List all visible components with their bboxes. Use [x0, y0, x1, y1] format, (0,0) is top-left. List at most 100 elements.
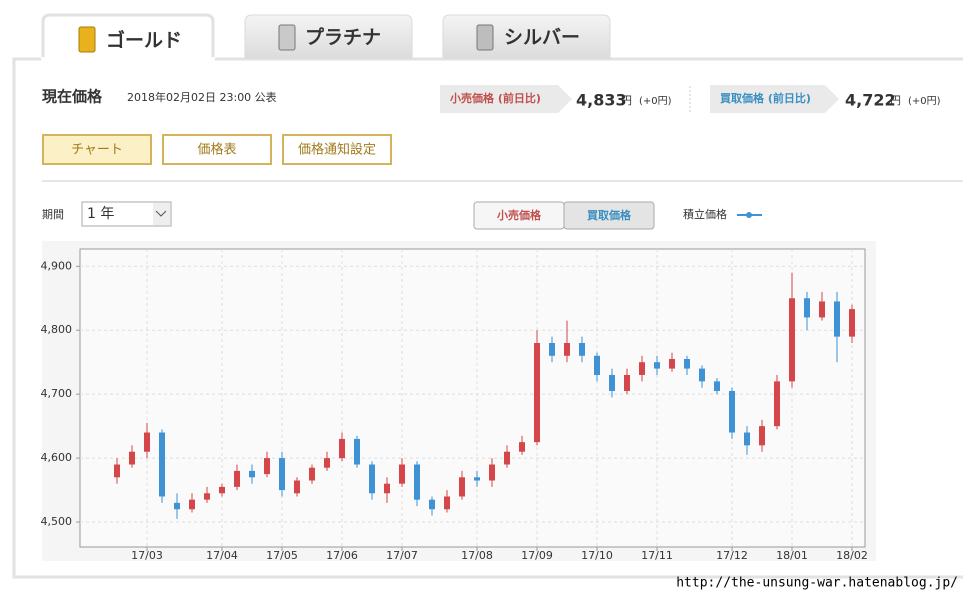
period-value: 1 年 — [87, 206, 114, 222]
x-tick-label: 17/04 — [206, 549, 238, 562]
x-tick-label: 17/07 — [386, 549, 418, 562]
candle-body — [189, 499, 195, 510]
candle-body — [639, 362, 645, 375]
candle-body — [174, 502, 180, 510]
candle-body — [414, 464, 420, 500]
change: (+0円) — [908, 96, 941, 107]
candle-body — [804, 298, 810, 318]
candle-body — [609, 374, 615, 391]
candle-body — [399, 464, 405, 484]
x-tick-label: 17/06 — [326, 549, 358, 562]
candle-body — [819, 301, 825, 318]
candle-body — [219, 486, 225, 494]
candle-body — [294, 480, 300, 494]
candle-body — [114, 464, 120, 478]
candle-body — [309, 467, 315, 481]
candle-body — [324, 458, 330, 468]
change: (+0円) — [639, 96, 672, 107]
candle-body — [129, 451, 135, 465]
candle-body — [759, 426, 765, 446]
tab-label: プラチナ — [305, 26, 381, 49]
button-label: 価格通知設定 — [298, 142, 376, 158]
x-tick-label: 18/02 — [836, 549, 868, 562]
x-tick-label: 17/12 — [716, 549, 748, 562]
silver-icon — [476, 24, 494, 51]
candle-body — [504, 451, 510, 465]
x-tick-label: 17/09 — [521, 549, 553, 562]
candle-body — [204, 493, 210, 500]
candle-body — [729, 390, 735, 433]
candle-body — [249, 470, 255, 478]
legend-label: 積立価格 — [683, 207, 727, 221]
published: 2018年02月02日 23:00 公表 — [127, 90, 277, 104]
candle-body — [669, 358, 675, 369]
candle-body — [279, 458, 285, 491]
y-tick-label: 4,700 — [41, 387, 73, 400]
candle-body — [354, 438, 360, 465]
button[interactable] — [162, 134, 272, 165]
candle-body — [654, 362, 660, 369]
badge-label: 小売価格 (前日比) — [449, 91, 541, 105]
gold-icon — [78, 26, 96, 53]
x-tick-label: 17/03 — [131, 549, 163, 562]
x-tick-label: 17/11 — [641, 549, 673, 562]
toggle-label: 小売価格 — [496, 208, 542, 222]
candle-body — [339, 438, 345, 459]
tab-label: シルバー — [504, 27, 580, 49]
y-tick-label: 4,500 — [41, 515, 73, 528]
candle-body — [369, 464, 375, 494]
price: 4,722 — [845, 91, 896, 110]
candle-body — [264, 458, 270, 475]
legend-dot — [746, 212, 752, 218]
watermark: http://the-unsung-war.hatenablog.jp/ — [676, 576, 958, 591]
candle-body — [789, 298, 795, 382]
toggle-label: 買取価格 — [587, 208, 632, 222]
title: 現在価格 — [42, 88, 103, 106]
unit: 円 — [890, 94, 901, 107]
price: 4,833 — [576, 91, 627, 110]
candle-body — [774, 381, 780, 427]
button[interactable] — [282, 134, 392, 165]
chart: 4,500 4,600 4,700 4,800 4,900 17/03 17/04 17/05… — [41, 249, 868, 562]
candle-body — [429, 499, 435, 510]
tab-label: ゴールド — [106, 29, 182, 52]
y-tick-label: 4,600 — [41, 451, 73, 464]
platinum-icon — [278, 24, 296, 51]
badge — [710, 85, 839, 113]
select-arrow-box — [153, 203, 170, 225]
candle-body — [159, 432, 165, 497]
candle-body — [579, 343, 585, 356]
button[interactable] — [42, 134, 152, 165]
candle-body — [444, 496, 450, 510]
period-label: 期間 — [42, 208, 64, 221]
candle-body — [474, 477, 480, 481]
plot-area — [79, 248, 866, 548]
candle-body — [834, 301, 840, 337]
candle-body — [714, 381, 720, 391]
candle-body — [624, 374, 630, 391]
candle-body — [384, 483, 390, 494]
x-tick-label: 18/01 — [776, 549, 808, 562]
button-label: チャート — [71, 143, 123, 158]
candle-body — [144, 432, 150, 452]
candle-body — [534, 343, 540, 443]
candle-body — [519, 442, 525, 452]
select-arrow — [155, 210, 167, 217]
unit: 円 — [621, 94, 632, 107]
candle-body — [489, 464, 495, 481]
y-tick-label: 4,800 — [41, 323, 73, 336]
candle-body — [699, 368, 705, 382]
candle-body — [459, 477, 465, 497]
y-tick-label: 4,900 — [41, 259, 73, 272]
candle-body — [594, 355, 600, 375]
candle-body — [684, 358, 690, 369]
x-tick-label: 17/10 — [581, 549, 613, 562]
x-tick-label: 17/08 — [461, 549, 493, 562]
candle-body — [849, 309, 855, 337]
badge — [440, 85, 572, 113]
tab-join — [41, 57, 215, 63]
candle-body — [234, 470, 240, 487]
candle-body — [564, 343, 570, 356]
toggle[interactable] — [563, 201, 655, 230]
